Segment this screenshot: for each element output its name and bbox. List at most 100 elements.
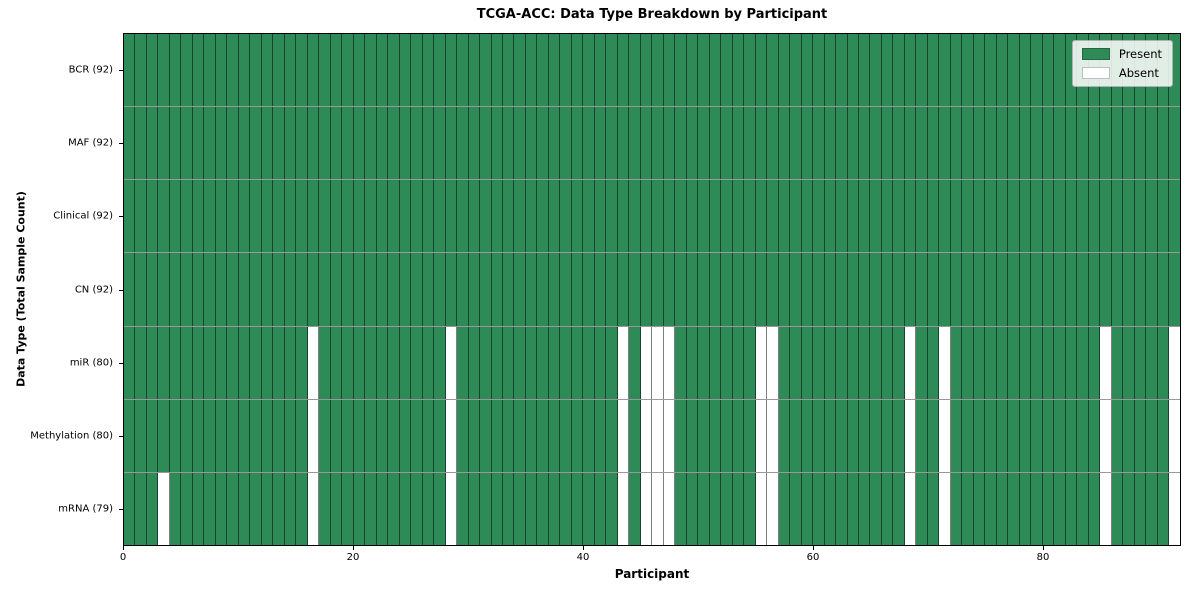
heatmap-cell bbox=[881, 107, 894, 180]
heatmap-cell bbox=[583, 180, 595, 253]
heatmap-cell bbox=[1146, 253, 1158, 326]
heatmap-cell bbox=[319, 472, 331, 545]
heatmap-cell bbox=[813, 326, 825, 399]
heatmap-cell bbox=[675, 34, 687, 107]
heatmap-cell bbox=[548, 180, 561, 253]
heatmap-cell bbox=[1134, 107, 1147, 180]
heatmap-cell bbox=[904, 326, 917, 399]
heatmap-cell bbox=[1019, 180, 1032, 253]
heatmap-cell bbox=[836, 472, 848, 545]
heatmap-cell bbox=[480, 107, 492, 180]
heatmap-cell bbox=[973, 180, 986, 253]
heatmap-cell bbox=[537, 253, 549, 326]
heatmap-cell bbox=[663, 326, 676, 399]
heatmap-cell bbox=[227, 326, 239, 399]
heatmap-cell bbox=[353, 253, 366, 326]
heatmap-cell bbox=[1111, 107, 1124, 180]
heatmap-cell bbox=[158, 253, 170, 326]
heatmap-cell bbox=[985, 107, 997, 180]
heatmap-cell bbox=[927, 34, 940, 107]
heatmap-cell bbox=[388, 107, 400, 180]
heatmap-cell bbox=[813, 399, 825, 472]
heatmap-cell bbox=[847, 472, 859, 545]
heatmap-cell bbox=[411, 326, 423, 399]
heatmap-cell bbox=[342, 253, 354, 326]
heatmap-cell bbox=[502, 107, 515, 180]
heatmap-cell bbox=[215, 107, 228, 180]
y-tick-mark bbox=[119, 69, 123, 71]
heatmap-cell bbox=[1134, 253, 1147, 326]
heatmap-cell bbox=[973, 472, 986, 545]
heatmap-cell bbox=[709, 472, 722, 545]
heatmap-cell bbox=[904, 399, 917, 472]
heatmap-cell bbox=[629, 180, 641, 253]
heatmap-cell bbox=[365, 180, 377, 253]
heatmap-cell bbox=[778, 34, 791, 107]
heatmap-cell bbox=[985, 399, 997, 472]
heatmap-cell bbox=[663, 399, 676, 472]
heatmap-cell bbox=[169, 180, 182, 253]
heatmap-cell bbox=[135, 180, 147, 253]
heatmap-cell bbox=[342, 34, 354, 107]
heatmap-cell bbox=[870, 253, 882, 326]
heatmap-cell bbox=[514, 399, 526, 472]
heatmap-cell bbox=[399, 34, 412, 107]
y-tick-label: CN (92) bbox=[74, 284, 113, 295]
heatmap-cell bbox=[273, 472, 285, 545]
heatmap-cell bbox=[1134, 399, 1147, 472]
heatmap-cell bbox=[376, 107, 389, 180]
heatmap-cell bbox=[525, 180, 538, 253]
heatmap-cell bbox=[238, 399, 251, 472]
heatmap-cell bbox=[261, 326, 274, 399]
heatmap-cell bbox=[1100, 107, 1112, 180]
heatmap-cell bbox=[491, 107, 503, 180]
heatmap-cell bbox=[181, 180, 193, 253]
heatmap-cell bbox=[411, 253, 423, 326]
heatmap-cell bbox=[686, 107, 699, 180]
heatmap-cell bbox=[767, 180, 779, 253]
heatmap-cell bbox=[893, 326, 905, 399]
heatmap-cell bbox=[365, 472, 377, 545]
heatmap-cell bbox=[962, 34, 974, 107]
heatmap-cell bbox=[261, 107, 274, 180]
heatmap-cell bbox=[813, 180, 825, 253]
heatmap-cell bbox=[319, 399, 331, 472]
y-tick-mark bbox=[119, 436, 123, 438]
heatmap-cell bbox=[962, 107, 974, 180]
heatmap-cell bbox=[893, 399, 905, 472]
heatmap-cell bbox=[158, 180, 170, 253]
heatmap-cell bbox=[192, 399, 205, 472]
heatmap-cell bbox=[319, 34, 331, 107]
heatmap-cell bbox=[1077, 399, 1089, 472]
heatmap-cell bbox=[445, 180, 458, 253]
heatmap-cell bbox=[571, 180, 584, 253]
heatmap-cell bbox=[548, 253, 561, 326]
heatmap-cell bbox=[560, 107, 572, 180]
heatmap-cell bbox=[537, 472, 549, 545]
heatmap-cell bbox=[1088, 472, 1101, 545]
heatmap-cell bbox=[583, 326, 595, 399]
heatmap-cell bbox=[146, 253, 159, 326]
heatmap-cell bbox=[870, 107, 882, 180]
heatmap-cell bbox=[307, 34, 320, 107]
x-axis-label: Participant bbox=[614, 567, 690, 581]
heatmap-cell bbox=[284, 399, 297, 472]
heatmap-cell bbox=[790, 472, 802, 545]
heatmap-cell bbox=[238, 34, 251, 107]
heatmap-cell bbox=[870, 472, 882, 545]
heatmap-cell bbox=[169, 253, 182, 326]
heatmap-cell bbox=[1111, 399, 1124, 472]
heatmap-cell bbox=[434, 34, 446, 107]
heatmap-cell bbox=[744, 326, 756, 399]
heatmap-cell bbox=[1100, 399, 1112, 472]
heatmap-cell bbox=[192, 253, 205, 326]
heatmap-cell bbox=[365, 34, 377, 107]
heatmap-cell bbox=[583, 107, 595, 180]
heatmap-cell bbox=[434, 180, 446, 253]
heatmap-cell bbox=[594, 326, 607, 399]
x-tick-mark bbox=[353, 546, 354, 550]
heatmap-cell bbox=[881, 326, 894, 399]
heatmap-cell bbox=[124, 326, 136, 399]
heatmap-cell bbox=[1031, 180, 1043, 253]
heatmap-cell bbox=[227, 180, 239, 253]
